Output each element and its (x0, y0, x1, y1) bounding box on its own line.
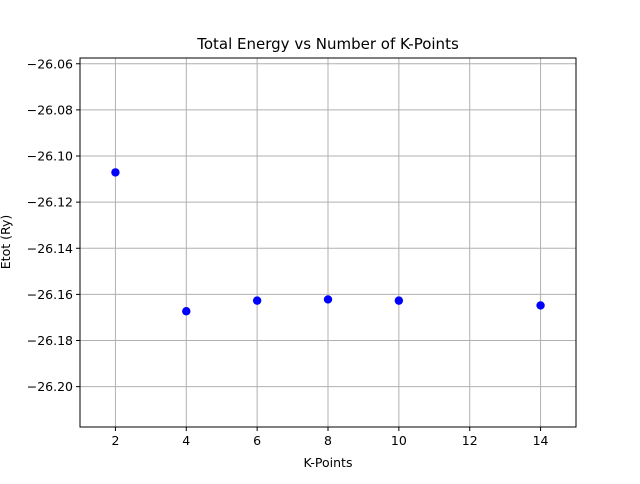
y-tick-label: −26.12 (27, 195, 73, 210)
grid-layer (80, 58, 576, 427)
x-tick-label: 4 (182, 433, 190, 448)
chart-title: Total Energy vs Number of K-Points (196, 35, 459, 53)
data-point (323, 295, 333, 304)
y-tick-label: −26.10 (27, 149, 73, 164)
x-tick-label: 12 (462, 433, 478, 448)
x-axis-label: K-Points (304, 455, 353, 470)
x-tick-label: 8 (324, 433, 332, 448)
data-point (536, 301, 545, 310)
x-tick-label: 14 (533, 433, 549, 448)
y-tick-label: −26.08 (27, 102, 73, 117)
y-tick-label: −26.16 (27, 287, 73, 302)
points-layer (111, 168, 545, 316)
data-point (111, 168, 120, 177)
x-tick-label: 6 (253, 433, 261, 448)
y-axis-label: Etot (Ry) (0, 215, 13, 269)
y-tick-label: −26.14 (27, 241, 73, 256)
x-tick-label: 2 (111, 433, 119, 448)
x-tick-label: 10 (391, 433, 407, 448)
y-tick-label: −26.18 (27, 333, 73, 348)
y-tick-label: −26.06 (27, 56, 73, 71)
y-tick-label: −26.20 (27, 379, 73, 394)
data-point (394, 296, 404, 305)
data-point (252, 296, 262, 305)
data-point (182, 307, 191, 316)
ticks-layer: 2 4 6 8 10 12 14 −26.06 −26.08 −26.10 −26.12 −26.14… (27, 56, 549, 448)
